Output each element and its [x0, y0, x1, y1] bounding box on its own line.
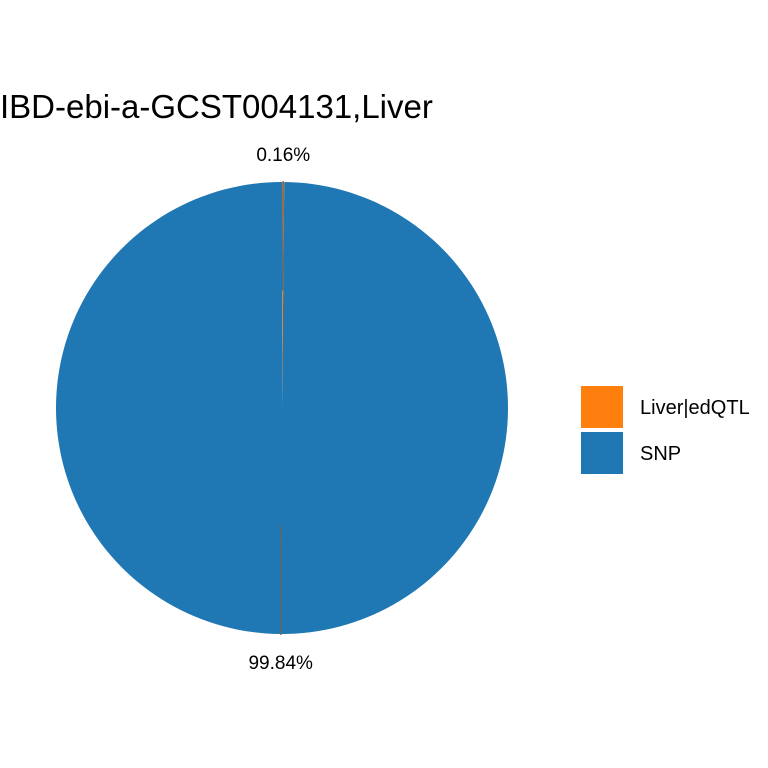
pie-slices: [55, 182, 508, 634]
label-leader-lines: [280, 180, 284, 636]
legend-swatch-liver-edqtl: [581, 386, 623, 428]
legend-label-liver-edqtl: Liver|edQTL: [640, 397, 750, 419]
percent-label-liver-edqtl: 0.16%: [256, 145, 310, 166]
percent-label-snp: 99.84%: [248, 653, 313, 674]
pie-slice-snp: [55, 182, 508, 634]
legend: Liver|edQTL SNP: [581, 386, 750, 474]
leader-line-liver-edqtl: [281, 180, 284, 291]
percent-labels: 0.16% 99.84%: [248, 145, 313, 674]
legend-swatch-snp: [581, 432, 623, 474]
leader-line-snp: [280, 525, 283, 636]
chart-title: IBD-ebi-a-GCST004131,Liver: [0, 88, 433, 125]
legend-label-snp: SNP: [640, 443, 681, 465]
